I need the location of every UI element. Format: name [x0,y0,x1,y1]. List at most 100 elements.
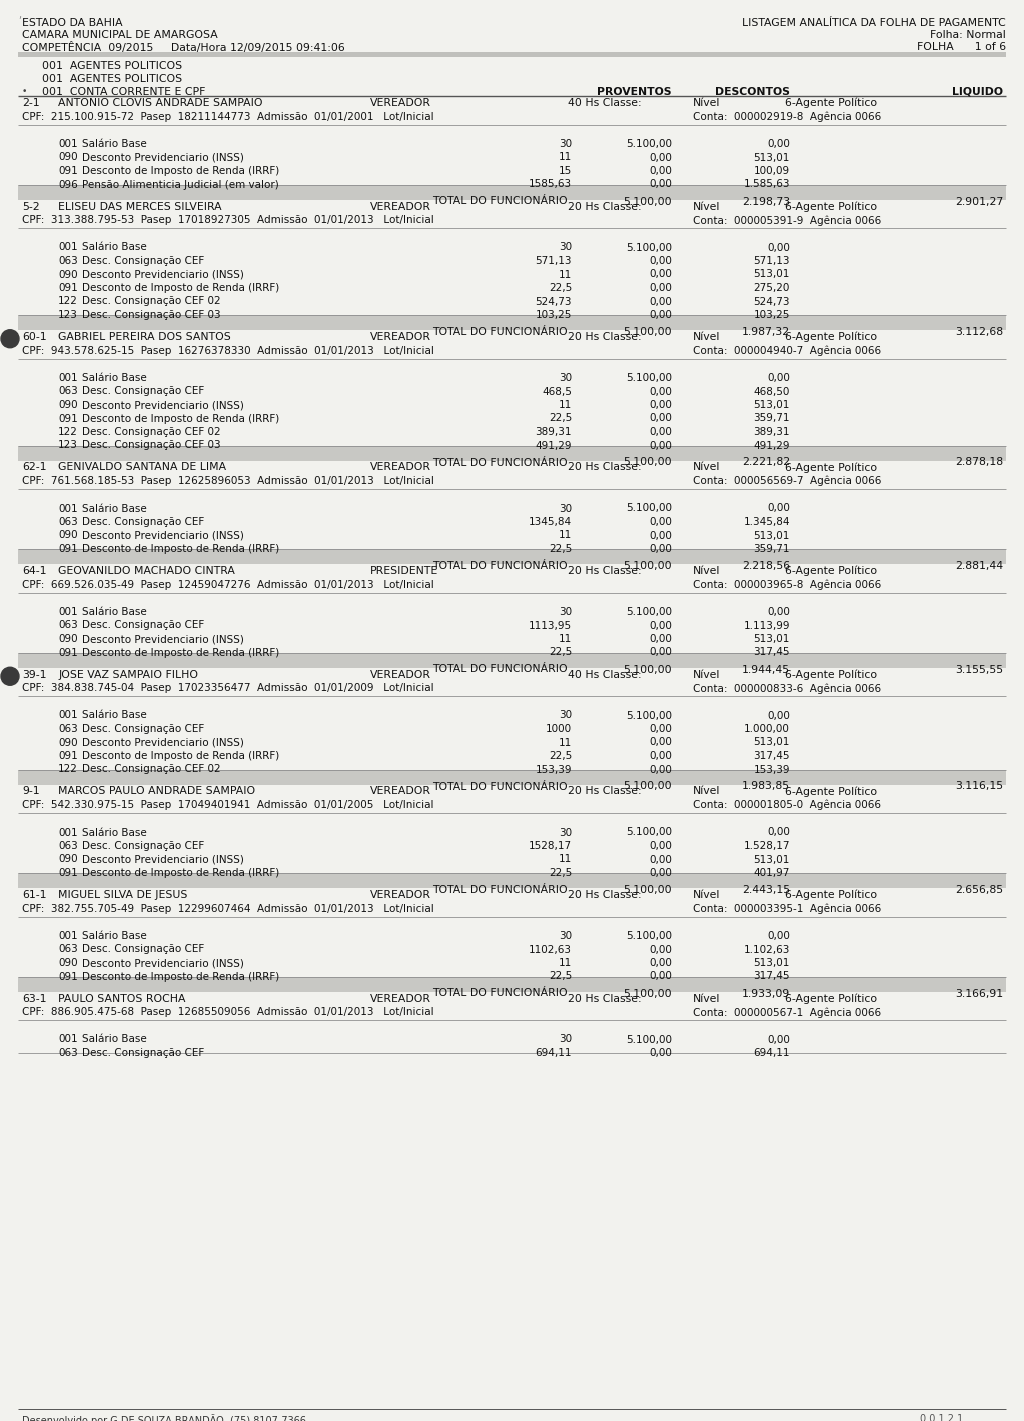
Text: 001: 001 [58,503,78,513]
Text: VEREADOR: VEREADOR [370,669,431,679]
Text: 1.944,45: 1.944,45 [741,665,790,675]
Text: 0,00: 0,00 [649,544,672,554]
Text: 0,00: 0,00 [649,1049,672,1059]
Text: VEREADOR: VEREADOR [370,890,431,899]
Text: 61-1: 61-1 [22,890,46,899]
Text: 1.987,32: 1.987,32 [741,327,790,337]
Text: CPF:  761.568.185-53  Pasep  12625896053  Admissão  01/01/2013   Lot/Inicial: CPF: 761.568.185-53 Pasep 12625896053 Ad… [22,476,434,486]
Text: 5.100,00: 5.100,00 [626,710,672,720]
Text: MARCOS PAULO ANDRADE SAMPAIO: MARCOS PAULO ANDRADE SAMPAIO [58,786,255,797]
Text: 0,00: 0,00 [649,387,672,396]
Text: 30: 30 [559,931,572,941]
Text: Desc. Consignação CEF: Desc. Consignação CEF [82,725,204,735]
Text: 090: 090 [58,399,78,411]
Text: 513,01: 513,01 [754,270,790,280]
Text: 2.198,73: 2.198,73 [741,196,790,206]
Text: 5.100,00: 5.100,00 [624,196,672,206]
Bar [18,549,1006,564]
Text: 694,11: 694,11 [536,1049,572,1059]
Text: Salário Base: Salário Base [82,372,146,384]
Text: JOSE VAZ SAMPAIO FILHO: JOSE VAZ SAMPAIO FILHO [58,669,198,679]
Text: 001: 001 [58,243,78,253]
Text: 1102,63: 1102,63 [529,945,572,955]
Text: TOTAL DO FUNCIONÁRIO: TOTAL DO FUNCIONÁRIO [432,885,568,895]
Text: Conta:  000000567-1  Agência 0066: Conta: 000000567-1 Agência 0066 [693,1007,881,1017]
Text: DESCONTOS: DESCONTOS [715,87,790,97]
Text: 2.221,82: 2.221,82 [741,458,790,468]
Text: 090: 090 [58,634,78,644]
Text: Desconto de Imposto de Renda (IRRF): Desconto de Imposto de Renda (IRRF) [82,414,280,423]
Text: 513,01: 513,01 [754,399,790,411]
Text: 64-1: 64-1 [22,566,46,576]
Text: 468,5: 468,5 [542,387,572,396]
Text: Nível: Nível [693,462,720,473]
Bar [18,185,1006,199]
Text: 0,00: 0,00 [767,503,790,513]
Text: Desc. Consignação CEF 03: Desc. Consignação CEF 03 [82,310,220,320]
Text: 5.100,00: 5.100,00 [626,931,672,941]
Text: 0,00: 0,00 [649,764,672,774]
Text: 0,00: 0,00 [767,372,790,384]
Text: Pensão Alimenticia Judicial (em valor): Pensão Alimenticia Judicial (em valor) [82,179,279,189]
Text: PROVENTOS: PROVENTOS [597,87,672,97]
Text: 5.100,00: 5.100,00 [626,827,672,837]
Text: Nível: Nível [693,566,720,576]
Text: 091: 091 [58,868,78,878]
Text: 0,00: 0,00 [767,243,790,253]
Text: 0,00: 0,00 [767,710,790,720]
Text: FOLHA      1 of 6: FOLHA 1 of 6 [916,43,1006,53]
Text: 22,5: 22,5 [549,752,572,762]
Text: 091: 091 [58,752,78,762]
Text: 30: 30 [559,503,572,513]
Text: Conta:  000003965-8  Agência 0066: Conta: 000003965-8 Agência 0066 [693,580,882,590]
Text: 491,29: 491,29 [754,441,790,450]
Text: 62-1: 62-1 [22,462,46,473]
Text: 0,00: 0,00 [649,621,672,631]
Text: 9-1: 9-1 [22,786,40,797]
Text: 2-1: 2-1 [22,98,40,108]
Text: 11: 11 [559,152,572,162]
Text: COMPETÊNCIA  09/2015     Data/Hora 12/09/2015 09:41:06: COMPETÊNCIA 09/2015 Data/Hora 12/09/2015… [22,43,345,53]
Text: 30: 30 [559,710,572,720]
Text: Desconto de Imposto de Renda (IRRF): Desconto de Imposto de Renda (IRRF) [82,752,280,762]
Text: 063: 063 [58,1049,78,1059]
Text: 3.166,91: 3.166,91 [954,989,1002,999]
Text: 0,00: 0,00 [649,297,672,307]
Text: 001: 001 [58,1034,78,1044]
Text: Folha: Normal: Folha: Normal [930,30,1006,40]
Text: 063: 063 [58,387,78,396]
Text: 20 Hs Classe:: 20 Hs Classe: [568,462,642,473]
Text: 0,00: 0,00 [767,931,790,941]
Text: 40 Hs Classe:: 40 Hs Classe: [568,669,642,679]
Text: 0,00: 0,00 [767,827,790,837]
Text: 103,25: 103,25 [754,310,790,320]
Text: 123: 123 [58,310,78,320]
Text: CPF:  384.838.745-04  Pasep  17023356477  Admissão  01/01/2009   Lot/Inicial: CPF: 384.838.745-04 Pasep 17023356477 Ad… [22,684,433,693]
Text: 30: 30 [559,243,572,253]
Text: 122: 122 [58,426,78,438]
Text: 5.100,00: 5.100,00 [626,139,672,149]
Text: Desc. Consignação CEF: Desc. Consignação CEF [82,517,204,527]
Text: 6-Agente Político: 6-Agente Político [785,333,878,342]
Text: 001  CONTA CORRENTE E CPF: 001 CONTA CORRENTE E CPF [42,87,206,97]
Text: 5.100,00: 5.100,00 [624,782,672,791]
Text: PRESIDENTE: PRESIDENTE [370,566,438,576]
Text: 096: 096 [58,179,78,189]
Text: 22,5: 22,5 [549,283,572,293]
Text: Desconto Previdenciario (INSS): Desconto Previdenciario (INSS) [82,737,244,747]
Text: 11: 11 [559,634,572,644]
Bar [18,976,1006,992]
Text: 3.116,15: 3.116,15 [954,782,1002,791]
Text: CPF:  886.905.475-68  Pasep  12685509056  Admissão  01/01/2013   Lot/Inicial: CPF: 886.905.475-68 Pasep 12685509056 Ad… [22,1007,433,1017]
Text: Nível: Nível [693,98,720,108]
Text: 091: 091 [58,648,78,658]
Text: 1.585,63: 1.585,63 [743,179,790,189]
Circle shape [1,668,19,685]
Text: 513,01: 513,01 [754,152,790,162]
Text: 20 Hs Classe:: 20 Hs Classe: [568,786,642,797]
Text: 39-1: 39-1 [22,669,46,679]
Text: Salário Base: Salário Base [82,710,146,720]
Text: Desc. Consignação CEF 03: Desc. Consignação CEF 03 [82,441,220,450]
Text: VEREADOR: VEREADOR [370,202,431,212]
Text: 317,45: 317,45 [754,752,790,762]
